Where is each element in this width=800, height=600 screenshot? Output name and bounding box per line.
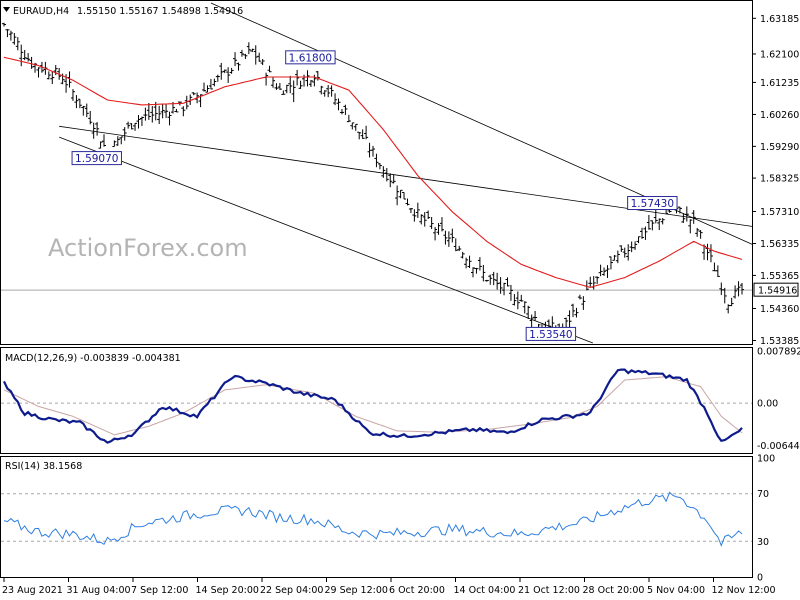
time-tick-label: 28 Oct 20:00 (583, 585, 645, 596)
price-tick-label: 1.54360 (760, 304, 799, 315)
macd-title: MACD(12,26,9) -0.003839 -0.004381 (5, 353, 181, 364)
rsi-panel-frame (0, 456, 753, 578)
sma-line (3, 56, 743, 288)
price-tick-label: 1.53385 (760, 336, 799, 347)
ohlc-readout: 1.55150 1.55167 1.54898 1.54916 (77, 6, 243, 17)
annotation-box (627, 196, 678, 211)
rsi-title: RSI(14) 38.1568 (5, 461, 82, 472)
channel-line (59, 136, 593, 344)
annotation-label: 1.59070 (75, 153, 118, 165)
price-tick-label: 1.61235 (760, 78, 799, 89)
rsi-tick-label: 100 (757, 454, 775, 465)
price-panel-frame (0, 0, 753, 345)
annotation-label: 1.53540 (529, 329, 572, 341)
time-tick-label: 23 Aug 2021 (2, 585, 63, 596)
macd-tick-label: 0.00 (757, 399, 778, 410)
price-tick-label: 1.57310 (760, 207, 799, 218)
price-bars (2, 22, 744, 341)
annotation-box (285, 50, 336, 65)
macd-tick-label: -0.006448 (757, 441, 800, 452)
moving-average (3, 56, 743, 288)
reference-lines (1, 289, 752, 542)
time-tick-label: 29 Sep 12:00 (325, 585, 388, 596)
price-tick-label: 1.56335 (760, 239, 799, 250)
channel-line (59, 125, 753, 227)
annotation-box (525, 326, 577, 341)
last-price-box (753, 282, 799, 297)
time-tick-label: 5 Nov 04:00 (647, 585, 705, 596)
dropdown-icon[interactable] (3, 7, 10, 12)
time-tick-label: 14 Oct 04:00 (454, 585, 516, 596)
rsi-tick-label: 70 (757, 489, 769, 500)
macd-series (3, 368, 743, 444)
price-tick-label: 1.63185 (760, 14, 799, 25)
time-tick-label: 21 Oct 12:00 (518, 585, 580, 596)
macd-panel-frame (0, 347, 753, 454)
last-price-label: 1.54916 (758, 286, 797, 297)
price-tick-label: 1.55365 (760, 271, 799, 282)
rsi-line (3, 491, 743, 547)
watermark: ActionForex.com (48, 234, 248, 262)
time-tick-label: 14 Sep 20:00 (196, 585, 259, 596)
rsi-series (3, 491, 743, 547)
trend-channel (59, 2, 753, 344)
macd-signal-line (3, 376, 743, 436)
time-tick-label: 22 Sep 04:00 (260, 585, 323, 596)
price-tick-label: 1.58325 (760, 174, 799, 185)
rsi-tick-label: 0 (757, 573, 763, 584)
price-tick-label: 1.59290 (760, 142, 799, 153)
rsi-tick-label: 30 (757, 537, 769, 548)
price-annotations: 1.59070 1.61800 1.53540 1.57430 (71, 50, 678, 341)
time-tick-label: 6 Oct 20:00 (389, 585, 445, 596)
time-tick-label: 12 Nov 12:00 (712, 585, 776, 596)
symbol-label: EURAUD,H4 (13, 6, 69, 17)
annotation-label: 1.61800 (289, 52, 332, 64)
price-tick-label: 1.60260 (760, 110, 799, 121)
annotation-box (71, 151, 122, 166)
time-tick-label: 31 Aug 04:00 (67, 585, 131, 596)
annotation-label: 1.57430 (631, 198, 674, 210)
time-tick-label: 7 Sep 12:00 (131, 585, 188, 596)
macd-tick-label: 0.007892 (757, 347, 800, 358)
price-tick-label: 1.62100 (760, 49, 799, 60)
axis-labels: 1.63185 1.62100 1.61235 1.60260 1.59290 1.583… (2, 14, 800, 596)
macd-line (3, 368, 743, 444)
